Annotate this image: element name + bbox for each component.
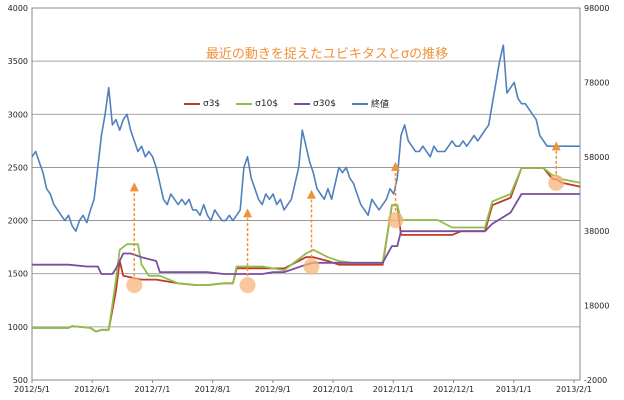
x-tick-label: 2013/2/1 [556, 385, 592, 394]
x-tick-label: 2012/6/1 [74, 385, 110, 394]
legend-swatch-sigma10 [236, 102, 253, 105]
annotation-layer [126, 141, 565, 294]
y-left-tick-label: 3500 [8, 57, 28, 66]
y-right-tick-label: -2000 [584, 376, 607, 385]
y-left-tick-label: 2500 [8, 163, 28, 172]
x-tick-label: 2012/10/1 [313, 385, 354, 394]
y-right-tick-label: 38000 [584, 227, 609, 236]
x-tick-label: 2012/5/1 [14, 385, 50, 394]
grid-layer [31, 7, 581, 381]
y-left-tick-label: 4000 [8, 4, 28, 13]
series-line-0 [32, 167, 581, 333]
axes-layer: 500 1000 1500 2000 2500 3000 3500 4000 -2000 1800… [8, 4, 610, 394]
y-left-tick-label: 3000 [8, 110, 28, 119]
x-tick-label: 2012/9/1 [255, 385, 291, 394]
highlight-circle-3 [387, 212, 404, 229]
y-left-tick-label: 2000 [8, 217, 28, 226]
y-right-tick-label: 58000 [584, 153, 609, 162]
legend: σ3$ σ10$ σ30$ 終値 [184, 97, 389, 110]
x-tick-label: 2012/12/1 [433, 385, 474, 394]
highlight-circle-1 [239, 277, 256, 294]
legend-swatch-close [351, 102, 368, 105]
plot-frame [31, 7, 581, 381]
legend-label-sigma3: σ3$ [203, 98, 221, 109]
series-line-1 [32, 167, 581, 333]
legend-label-sigma10: σ10$ [255, 98, 279, 109]
legend-item-sigma30: σ30$ [294, 97, 336, 110]
legend-swatch-sigma30 [294, 102, 311, 105]
x-tick-label: 2013/1/1 [496, 385, 532, 394]
chart-title: 最近の動きを捉えたユビキタスとσの推移 [205, 47, 449, 62]
legend-label-sigma30: σ30$ [313, 98, 336, 109]
legend-item-close: 終値 [351, 97, 389, 110]
y-right-tick-label: 18000 [584, 302, 609, 311]
highlight-circle-0 [126, 277, 143, 294]
legend-item-sigma3: σ3$ [184, 97, 220, 110]
legend-label-close: 終値 [370, 100, 389, 110]
series-layer [31, 44, 581, 333]
y-left-tick-label: 500 [13, 376, 28, 385]
x-tick-label: 2012/11/1 [373, 385, 414, 394]
highlight-circle-4 [548, 174, 565, 191]
y-right-tick-label: 78000 [584, 78, 609, 87]
legend-item-sigma10: σ10$ [236, 97, 278, 110]
highlight-circle-2 [303, 258, 320, 275]
legend-swatch-sigma3 [184, 102, 200, 105]
y-right-tick-label: 98000 [584, 4, 609, 13]
y-left-tick-label: 1000 [8, 323, 28, 332]
y-left-tick-label: 1500 [8, 270, 28, 279]
series-line-3 [31, 44, 580, 232]
x-tick-label: 2012/7/1 [134, 385, 170, 394]
x-tick-label: 2012/8/1 [195, 385, 231, 394]
